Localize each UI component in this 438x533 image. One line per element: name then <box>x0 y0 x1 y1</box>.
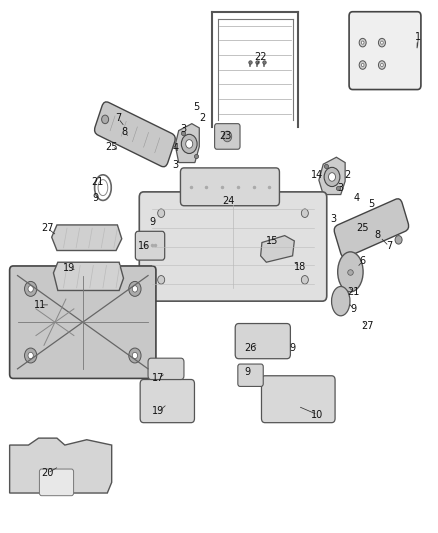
Circle shape <box>129 348 141 363</box>
Circle shape <box>181 134 197 154</box>
FancyBboxPatch shape <box>10 266 156 378</box>
FancyBboxPatch shape <box>139 192 327 301</box>
Text: 21: 21 <box>91 177 103 187</box>
Circle shape <box>328 173 336 181</box>
Ellipse shape <box>338 252 363 292</box>
Text: 27: 27 <box>361 321 373 331</box>
Text: 9: 9 <box>290 343 296 352</box>
Circle shape <box>359 38 366 47</box>
Text: 11: 11 <box>34 300 46 310</box>
Text: 22: 22 <box>254 52 267 62</box>
Text: 9: 9 <box>92 193 99 203</box>
Text: 1: 1 <box>415 33 421 42</box>
Text: 6: 6 <box>360 256 366 266</box>
FancyBboxPatch shape <box>349 12 421 90</box>
FancyBboxPatch shape <box>180 168 279 206</box>
Circle shape <box>378 61 385 69</box>
Polygon shape <box>261 236 294 262</box>
Text: 14: 14 <box>311 170 324 180</box>
FancyBboxPatch shape <box>140 379 194 423</box>
Text: 27: 27 <box>41 223 53 233</box>
Text: 3: 3 <box>172 160 178 170</box>
Polygon shape <box>319 157 345 195</box>
Text: 8: 8 <box>374 230 381 239</box>
FancyBboxPatch shape <box>95 102 175 167</box>
Text: 19: 19 <box>152 407 165 416</box>
Text: 9: 9 <box>149 217 155 227</box>
Circle shape <box>102 115 109 124</box>
Circle shape <box>324 167 340 187</box>
Ellipse shape <box>332 287 350 316</box>
Text: 19: 19 <box>63 263 75 272</box>
Circle shape <box>301 276 308 284</box>
Text: 16: 16 <box>138 241 151 251</box>
Circle shape <box>158 276 165 284</box>
Text: 3: 3 <box>331 214 337 223</box>
Text: 4: 4 <box>354 193 360 203</box>
Circle shape <box>378 38 385 47</box>
Text: 18: 18 <box>294 262 306 271</box>
Text: 9: 9 <box>244 367 251 377</box>
FancyBboxPatch shape <box>334 199 409 257</box>
Circle shape <box>361 41 364 44</box>
Circle shape <box>132 286 138 292</box>
Text: 26: 26 <box>244 343 257 352</box>
FancyBboxPatch shape <box>39 469 74 496</box>
Circle shape <box>186 140 193 148</box>
Text: 2: 2 <box>344 170 350 180</box>
Text: 25: 25 <box>106 142 118 151</box>
Text: 10: 10 <box>311 410 324 419</box>
Text: 15: 15 <box>266 236 279 246</box>
Circle shape <box>25 348 37 363</box>
Text: 17: 17 <box>152 374 165 383</box>
Text: 2: 2 <box>199 114 205 123</box>
Circle shape <box>25 281 37 296</box>
Circle shape <box>381 63 383 67</box>
FancyBboxPatch shape <box>238 364 263 386</box>
FancyBboxPatch shape <box>148 358 184 379</box>
FancyBboxPatch shape <box>261 376 335 423</box>
Circle shape <box>132 352 138 359</box>
Text: 4: 4 <box>172 143 178 153</box>
Text: 3: 3 <box>338 183 344 192</box>
Circle shape <box>28 286 33 292</box>
Circle shape <box>158 209 165 217</box>
Circle shape <box>301 209 308 217</box>
Text: 9: 9 <box>351 304 357 314</box>
Text: 7: 7 <box>115 114 121 123</box>
Text: 21: 21 <box>348 287 360 297</box>
Polygon shape <box>10 438 112 493</box>
Polygon shape <box>52 225 122 251</box>
Text: 20: 20 <box>41 469 53 478</box>
Circle shape <box>129 281 141 296</box>
Text: 23: 23 <box>219 131 232 141</box>
Polygon shape <box>175 124 199 163</box>
Circle shape <box>359 61 366 69</box>
Text: 5: 5 <box>193 102 199 111</box>
FancyBboxPatch shape <box>215 124 240 149</box>
FancyBboxPatch shape <box>235 324 290 359</box>
Circle shape <box>361 63 364 67</box>
Circle shape <box>395 236 402 244</box>
Circle shape <box>223 131 232 142</box>
Text: 3: 3 <box>180 124 186 134</box>
Circle shape <box>381 41 383 44</box>
Text: 8: 8 <box>122 127 128 137</box>
Text: 7: 7 <box>386 241 392 251</box>
Text: 5: 5 <box>368 199 374 208</box>
Text: 24: 24 <box>223 197 235 206</box>
Text: 25: 25 <box>357 223 369 233</box>
FancyBboxPatch shape <box>135 231 165 260</box>
Polygon shape <box>53 262 124 290</box>
Circle shape <box>28 352 33 359</box>
